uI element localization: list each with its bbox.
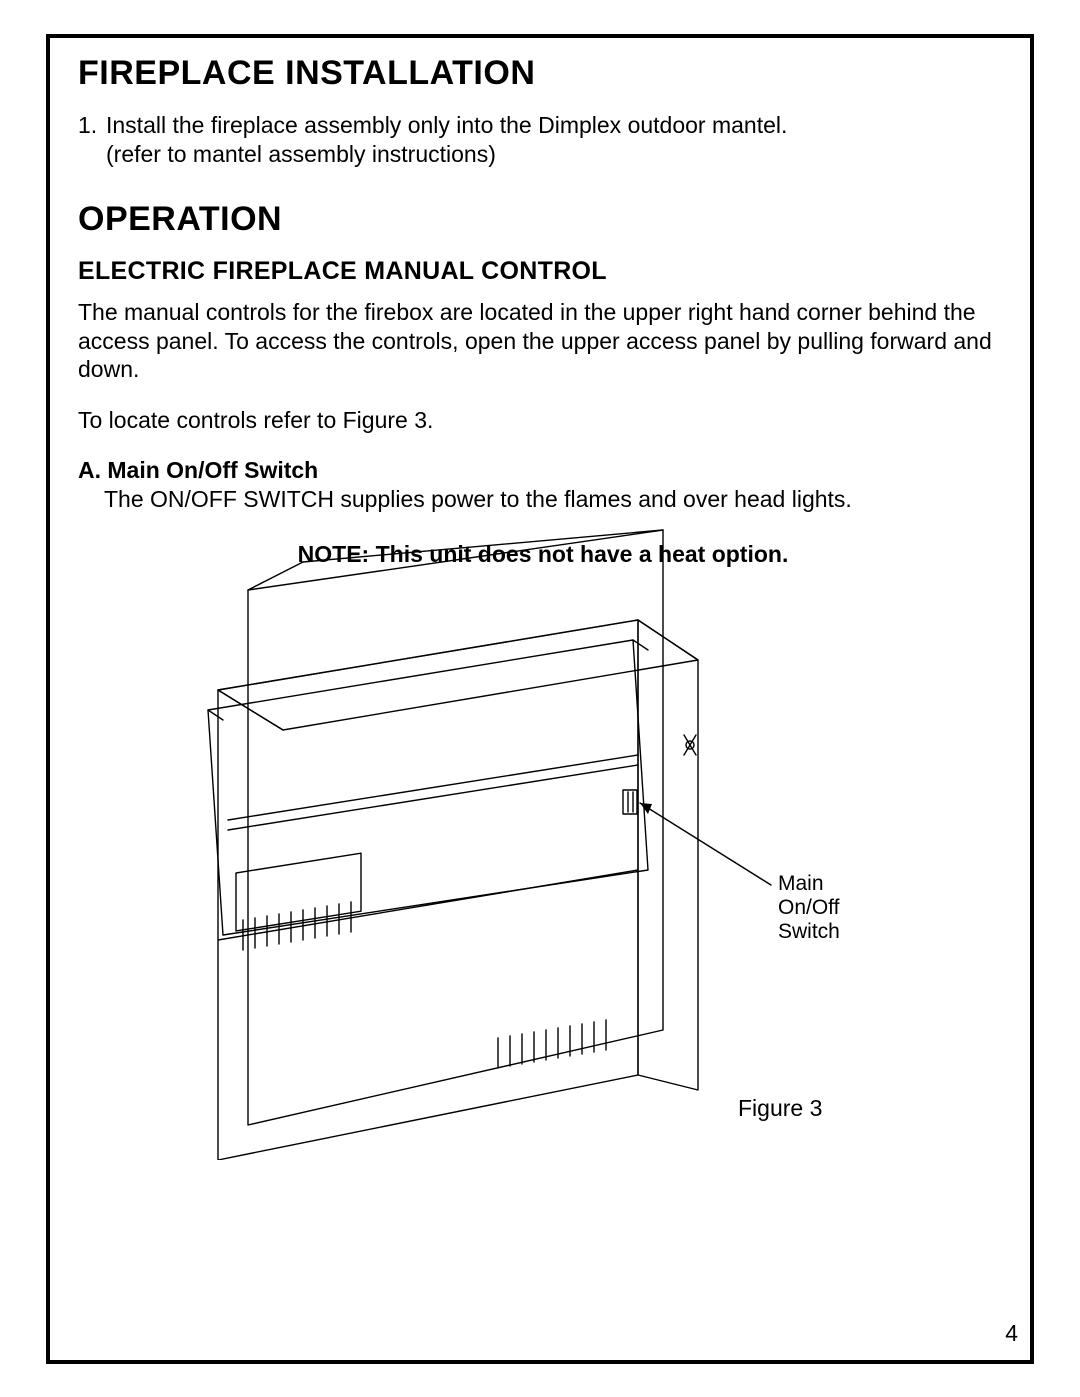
figure-3: Main On/Off Switch Figure 3 [78,520,1008,1160]
switch-label: A. Main On/Off Switch [78,457,1008,484]
operation-para2: To locate controls refer to Figure 3. [78,406,1008,435]
installation-heading: FIREPLACE INSTALLATION [78,54,1008,93]
operation-heading: OPERATION [78,200,1008,239]
installation-item-line2: (refer to mantel assembly instructions) [106,141,496,167]
operation-para1: The manual controls for the firebox are … [78,298,1008,384]
page-number: 4 [1005,1320,1018,1347]
switch-desc: The ON/OFF SWITCH supplies power to the … [104,486,1008,513]
callout-line2: On/Off [778,896,839,919]
installation-item-number: 1. [78,111,106,140]
operation-subheading: ELECTRIC FIREPLACE MANUAL CONTROL [78,257,1008,286]
figure-caption: Figure 3 [738,1095,822,1122]
installation-item-line1: Install the fireplace assembly only into… [106,112,787,138]
page-content: FIREPLACE INSTALLATION 1.Install the fir… [78,54,1008,568]
fireplace-diagram [78,520,1008,1160]
callout-line1: Main [778,872,824,895]
installation-list: 1.Install the fireplace assembly only in… [78,111,1008,170]
callout-main-onoff: Main On/Off Switch [778,872,840,944]
callout-line3: Switch [778,920,840,943]
